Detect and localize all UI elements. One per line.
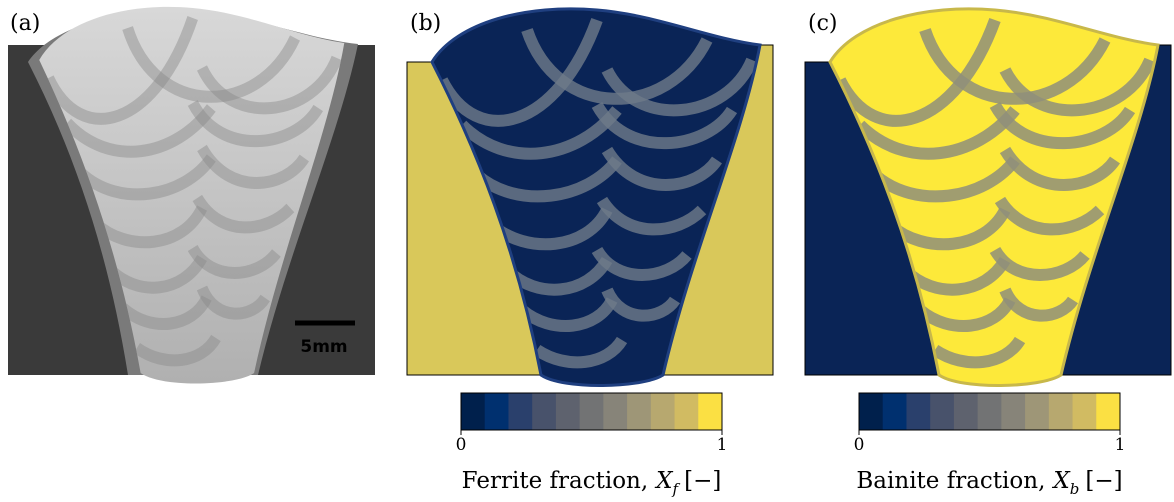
colorbar-segment [627,393,651,430]
colorbar-segment [461,393,485,430]
panel-label: (b) [410,11,441,36]
colorbar-segment [580,393,604,430]
label-symbol: X [654,468,674,494]
colorbar-segment [556,393,580,430]
panel-label: (c) [808,11,838,36]
colorbar-segment [675,393,699,430]
figure: 5mm (a) (b) (c) 01Ferrite fraction,Xf[−]… [0,0,1174,498]
colorbar-segment [1025,393,1049,430]
panel-b [407,9,773,386]
colorbar-segment [906,393,930,430]
tick-label: 0 [854,435,865,455]
colorbar-segment [1096,393,1120,430]
colorbar-segment [1049,393,1073,430]
colorbar-segment [485,393,509,430]
tick-label: 1 [1115,435,1126,455]
panel-a: 5mm [8,7,375,384]
colorbar-segment [603,393,627,430]
colorbar-segment [532,393,556,430]
colorbar-segment [978,393,1002,430]
colorbar-segment [698,393,722,430]
colorbar-label: Bainite fraction,Xb [−] [856,468,1122,498]
colorbar-segment [859,393,883,430]
panel-c [805,9,1171,386]
colorbar-label: Ferrite fraction,Xf[−] [462,468,722,498]
label-symbol: X [1051,468,1071,494]
label-unit: [−] [1085,468,1122,494]
colorbar-segment [651,393,675,430]
label-text: Ferrite fraction, [462,468,649,494]
colorbar-segment [1001,393,1025,430]
label-subscript: b [1070,480,1080,498]
colorbar-segment [954,393,978,430]
label-subscript: f [672,480,681,498]
tick-label: 0 [456,435,467,455]
label-text: Bainite fraction, [856,468,1045,494]
colorbar-segment [508,393,532,430]
label-unit: [−] [684,468,721,494]
panel-label: (a) [10,11,40,36]
colorbar: 0 1 Ferrite fraction,Xf[−] [456,393,728,498]
colorbar-segment [930,393,954,430]
colorbar-segment [1073,393,1097,430]
colorbar: 0 1 Bainite fraction,Xb [−] [854,393,1126,498]
scale-bar-label: 5mm [300,337,347,357]
colorbar-segment [883,393,907,430]
tick-label: 1 [717,435,728,455]
